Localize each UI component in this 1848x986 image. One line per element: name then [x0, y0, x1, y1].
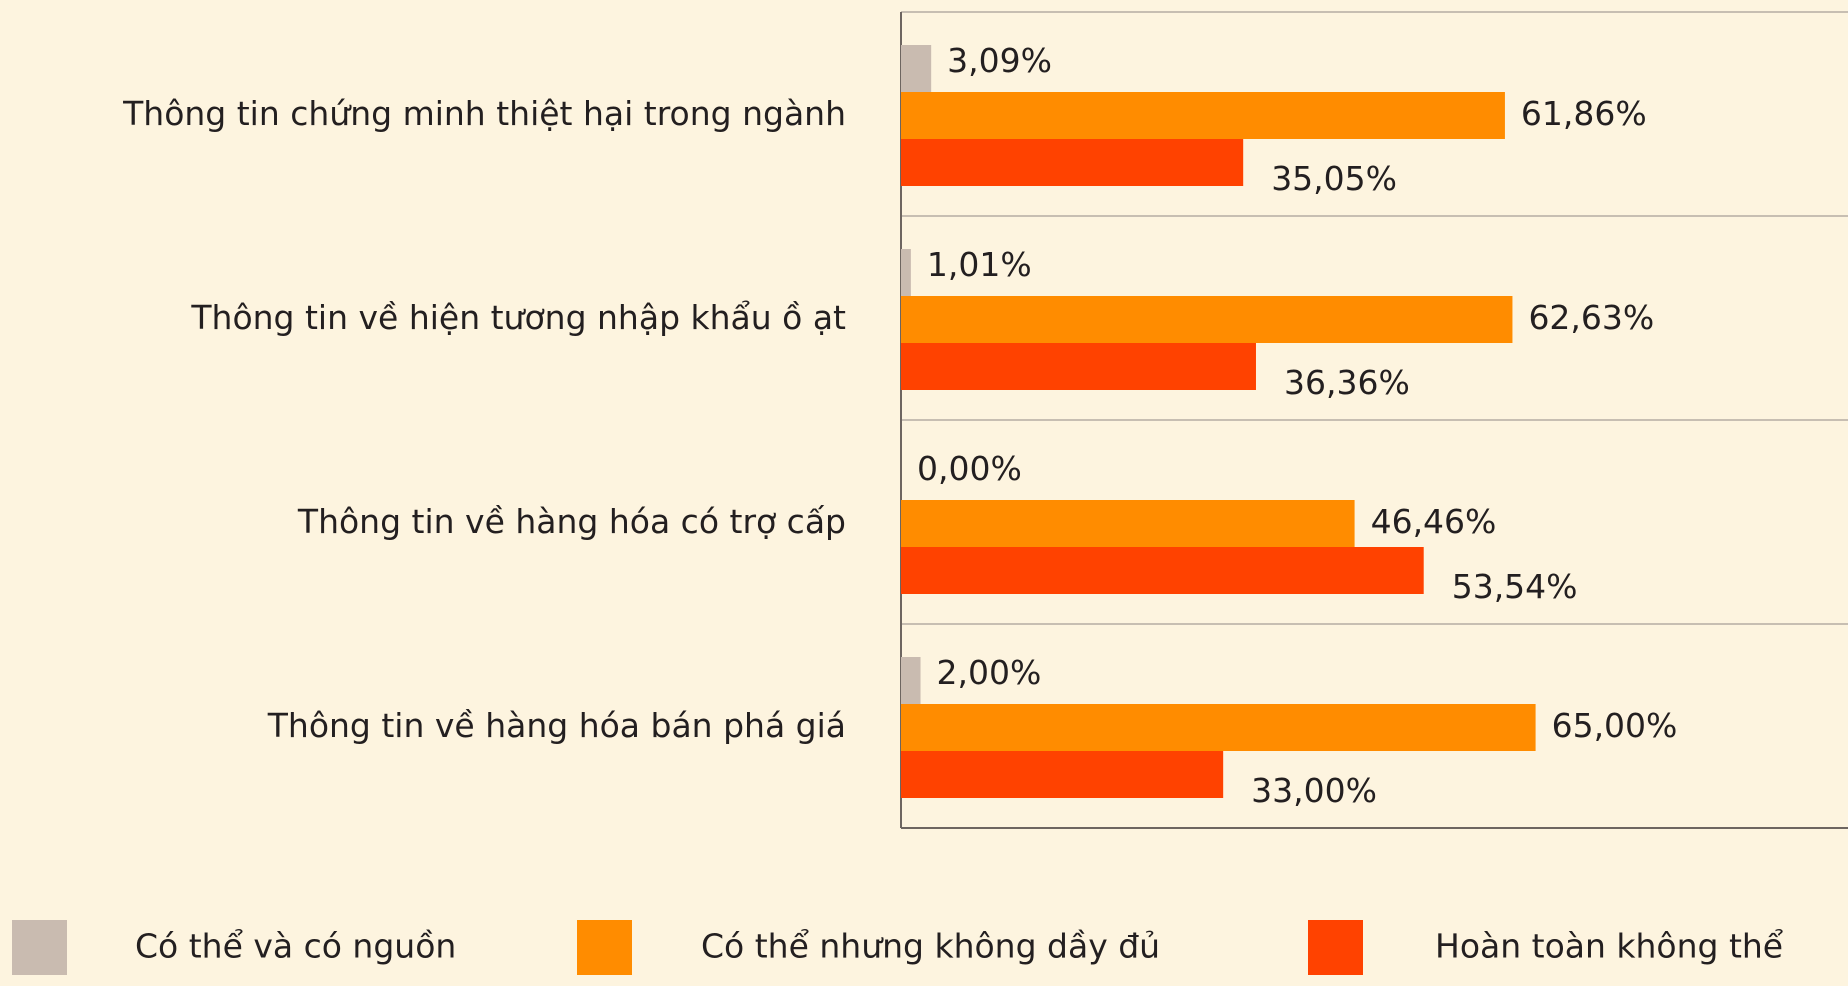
legend-swatch	[1308, 920, 1363, 975]
value-label: 2,00%	[937, 653, 1042, 692]
category-label: Thông tin về hàng hóa có trợ cấp	[297, 502, 846, 541]
value-label: 61,86%	[1521, 94, 1647, 133]
value-label: 33,00%	[1251, 771, 1377, 810]
bar	[901, 704, 1536, 751]
bar	[901, 92, 1505, 139]
value-label: 62,63%	[1528, 298, 1654, 337]
value-label: 0,00%	[917, 449, 1022, 488]
legend-swatch	[577, 920, 632, 975]
category-label: Thông tin chứng minh thiệt hại trong ngà…	[122, 94, 846, 133]
bar	[901, 657, 921, 704]
bar	[901, 249, 911, 296]
value-label: 3,09%	[947, 41, 1052, 80]
category-label: Thông tin về hiện tương nhập khẩu ồ ạt	[190, 298, 846, 337]
bar	[901, 500, 1355, 547]
bar	[901, 547, 1424, 594]
value-label: 36,36%	[1284, 363, 1410, 402]
value-label: 53,54%	[1452, 567, 1578, 606]
value-label: 35,05%	[1271, 159, 1397, 198]
value-label: 1,01%	[927, 245, 1032, 284]
legend-label: Hoàn toàn không thể	[1435, 927, 1783, 966]
legend-label: Có thể nhưng không dầy đủ	[701, 927, 1160, 966]
legend-swatch	[12, 920, 67, 975]
bar	[901, 139, 1244, 186]
bar	[901, 751, 1224, 798]
value-label: 46,46%	[1371, 502, 1497, 541]
bar	[901, 343, 1256, 390]
value-label: 65,00%	[1552, 706, 1678, 745]
bar	[901, 45, 932, 92]
bar	[901, 296, 1513, 343]
legend-label: Có thể và có nguồn	[135, 927, 456, 966]
category-label: Thông tin về hàng hóa bán phá giá	[267, 706, 846, 745]
